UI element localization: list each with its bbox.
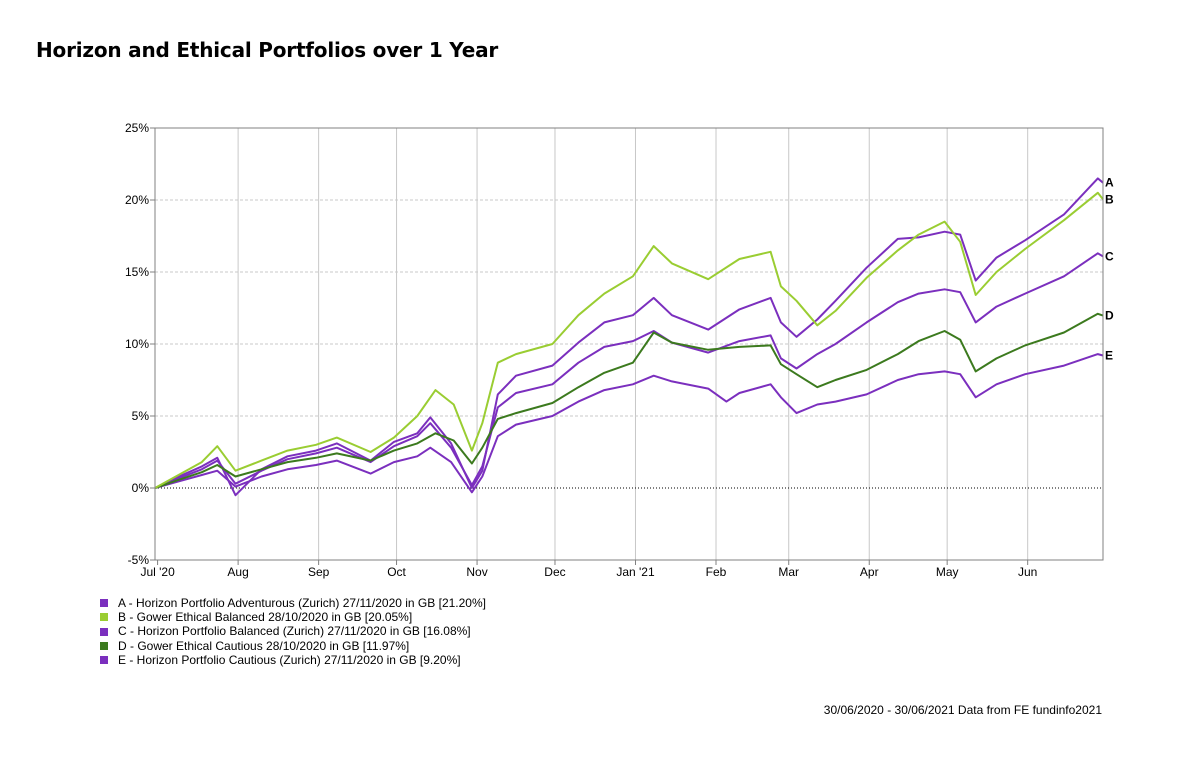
- legend-item-e: E - Horizon Portfolio Cautious (Zurich) …: [100, 653, 486, 667]
- plot-frame: [154, 127, 1104, 561]
- series-end-labels: AB C D E: [1105, 176, 1114, 363]
- y-axis: -5% 0% 5% 10% 15% 20% 25%: [125, 121, 155, 567]
- x-tick-label: Sep: [308, 565, 330, 579]
- y-tick-label: -5%: [128, 553, 150, 567]
- legend-label-b: B - Gower Ethical Balanced 28/10/2020 in…: [118, 610, 413, 625]
- x-axis: Jul '20 Aug Sep Oct Nov Dec Jan '21 Feb Mar Apr Ma…: [140, 560, 1037, 579]
- x-tick-label: Feb: [706, 565, 727, 579]
- end-label-d: D: [1105, 309, 1114, 323]
- legend-item-d: D - Gower Ethical Cautious 28/10/2020 in…: [100, 639, 486, 653]
- x-tick-label: Aug: [227, 565, 248, 579]
- legend-swatch-e: [100, 655, 108, 664]
- y-tick-label: 0%: [132, 481, 150, 495]
- x-tick-label: Jun: [1018, 565, 1037, 579]
- y-tick-label: 5%: [132, 409, 150, 423]
- y-tick-label: 10%: [125, 337, 149, 351]
- series-lines: [154, 177, 1104, 497]
- legend-label-a: A - Horizon Portfolio Adventurous (Zuric…: [118, 596, 486, 610]
- series-line-d: [154, 312, 1104, 489]
- chart-title: Horizon and Ethical Portfolios over 1 Ye…: [36, 38, 499, 62]
- legend-label-d: D - Gower Ethical Cautious 28/10/2020 in…: [118, 638, 410, 653]
- series-line-e: [154, 353, 1104, 494]
- legend: A - Horizon Portfolio Adventurous (Zuric…: [100, 596, 486, 667]
- legend-item-a: A - Horizon Portfolio Adventurous (Zuric…: [100, 596, 486, 610]
- x-tick-label: Mar: [778, 565, 799, 579]
- series-line-b: [154, 191, 1104, 489]
- legend-swatch-b: [100, 613, 108, 622]
- source-footer: 30/06/2020 - 30/06/2021 Data from FE fun…: [823, 703, 1102, 717]
- legend-item-c: C - Horizon Portfolio Balanced (Zurich) …: [100, 624, 486, 638]
- end-label-b: B: [1105, 192, 1114, 206]
- y-tick-label: 25%: [125, 121, 149, 135]
- legend-item-b: B - Gower Ethical Balanced 28/10/2020 in…: [100, 610, 486, 624]
- series-line-c: [154, 252, 1104, 489]
- end-label-a: A: [1105, 176, 1114, 190]
- legend-swatch-d: [100, 641, 108, 650]
- y-tick-label: 15%: [125, 265, 149, 279]
- x-tick-label: May: [936, 565, 959, 579]
- legend-label-c: C - Horizon Portfolio Balanced (Zurich) …: [118, 624, 471, 639]
- legend-swatch-a: [100, 599, 108, 608]
- x-tick-label: Nov: [466, 565, 487, 579]
- x-tick-label: Jan '21: [616, 565, 655, 579]
- y-tick-label: 20%: [125, 193, 149, 207]
- end-label-e: E: [1105, 349, 1113, 363]
- end-label-c: C: [1105, 249, 1114, 263]
- x-tick-label: Apr: [860, 565, 879, 579]
- x-tick-label: Oct: [387, 565, 406, 579]
- series-line-a: [154, 177, 1104, 497]
- x-tick-label: Jul '20: [140, 565, 175, 579]
- legend-label-e: E - Horizon Portfolio Cautious (Zurich) …: [118, 652, 461, 667]
- x-tick-label: Dec: [544, 565, 565, 579]
- legend-swatch-c: [100, 627, 108, 636]
